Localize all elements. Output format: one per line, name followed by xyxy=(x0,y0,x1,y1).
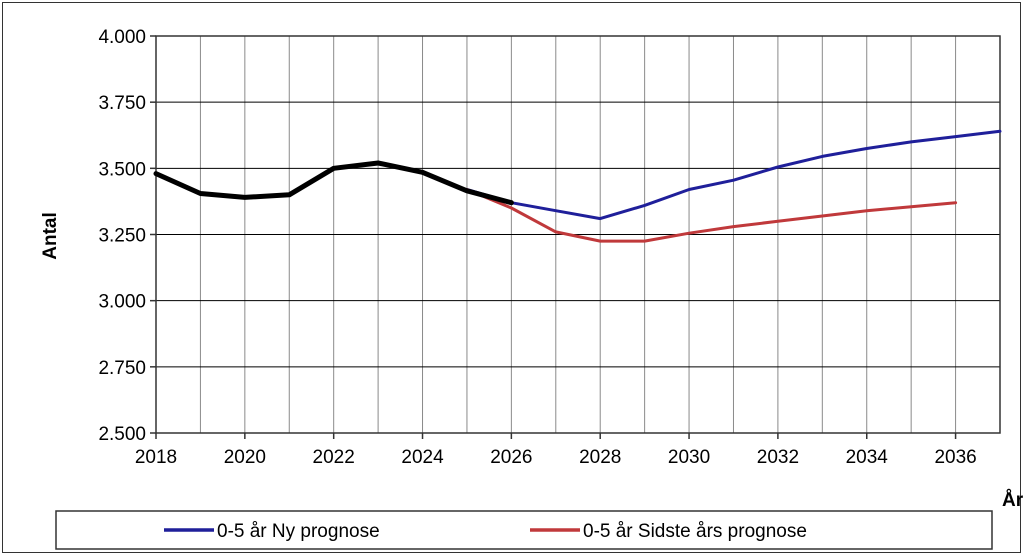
y-tick-label: 4.000 xyxy=(98,27,146,48)
y-tick-label: 2.750 xyxy=(98,358,146,379)
y-tick-label: 3.000 xyxy=(98,292,146,313)
x-tick-label: 2036 xyxy=(934,447,976,468)
horizontal-gridlines xyxy=(156,101,1000,368)
legend: 0-5 år Ny prognose 0-5 år Sidste års prog… xyxy=(164,521,807,542)
y-tick-label: 3.250 xyxy=(98,226,146,247)
x-tick-label: 2020 xyxy=(224,447,266,468)
x-tick-label: 2034 xyxy=(846,447,889,468)
legend-label: 0-5 år Sidste års prognose xyxy=(583,521,807,542)
x-tick-label: 2030 xyxy=(668,447,710,468)
y-axis-title: Antal xyxy=(40,212,61,260)
y-tick-label: 3.500 xyxy=(98,159,146,180)
series-line-3 xyxy=(153,160,514,206)
x-tick-label: 2028 xyxy=(579,447,621,468)
x-axis-title: År xyxy=(1002,490,1024,511)
series-line-1 xyxy=(465,129,1002,221)
x-tick-labels: 2018 2020 2022 2024 2026 2028 2030 2032 2034 2036 xyxy=(135,433,977,468)
y-tick-label: 3.750 xyxy=(98,93,146,114)
x-tick-label: 2022 xyxy=(313,447,355,468)
legend-label: 0-5 år Ny prognose xyxy=(217,521,380,542)
x-tick-label: 2018 xyxy=(135,447,177,468)
series-layer xyxy=(153,129,1002,243)
x-tick-label: 2032 xyxy=(757,447,799,468)
x-tick-label: 2026 xyxy=(490,447,532,468)
y-tick-labels: 2.500 2.750 3.000 3.250 3.500 3.750 4.000 xyxy=(98,27,156,445)
x-tick-label: 2024 xyxy=(401,447,444,468)
series-line-2 xyxy=(465,188,958,243)
y-tick-label: 2.500 xyxy=(98,424,146,445)
